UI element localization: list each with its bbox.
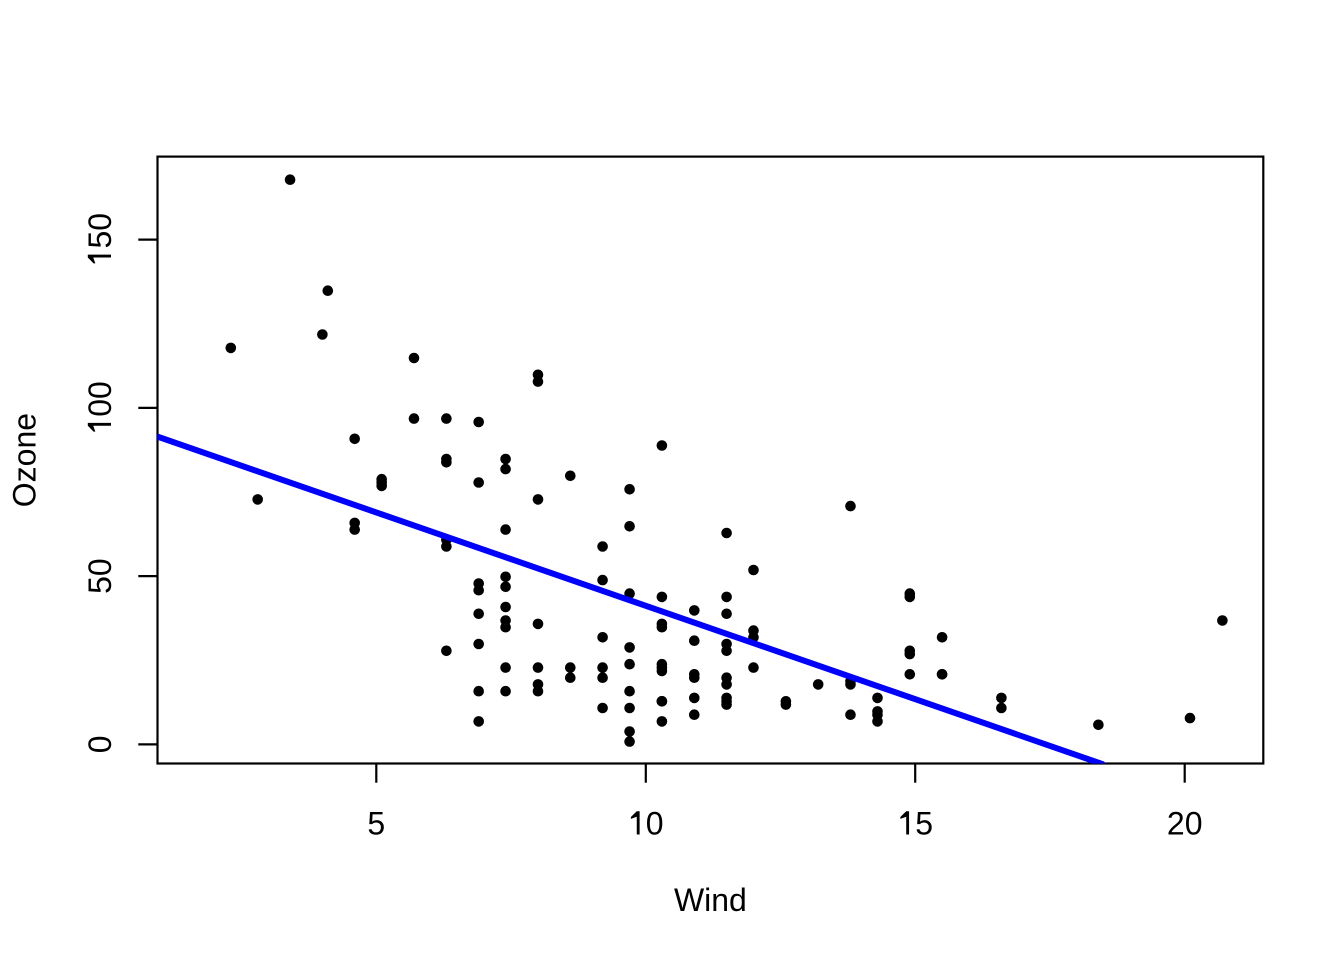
svg-text:00: 00 [82,381,118,417]
svg-text:Wind: Wind [674,882,747,918]
svg-text:50: 50 [82,558,118,594]
svg-text:0: 0 [82,736,118,754]
svg-text:5: 5 [915,806,933,842]
svg-text:Ozone: Ozone [6,413,42,507]
svg-text:50: 50 [82,213,118,249]
svg-text:20: 20 [1167,806,1203,842]
svg-text:5: 5 [367,806,385,842]
svg-text:0: 0 [646,806,664,842]
